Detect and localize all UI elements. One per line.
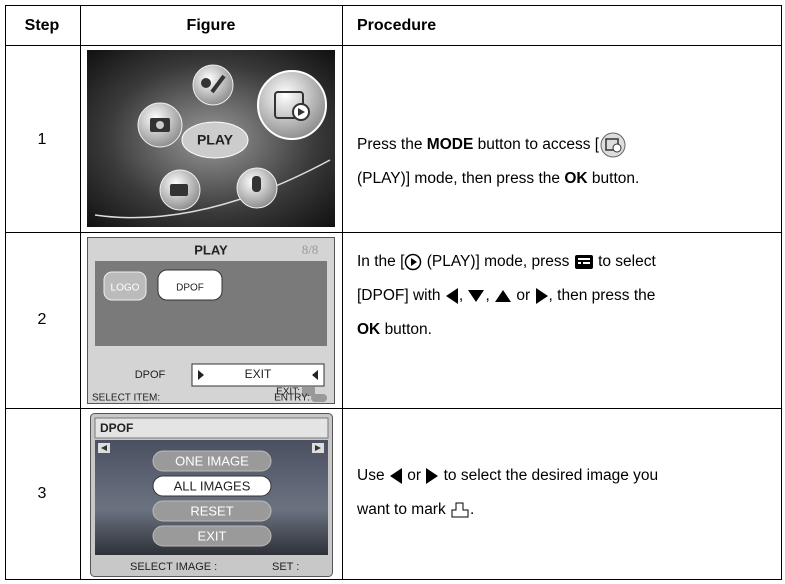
figure-text: EXIT: <box>276 387 300 398</box>
figure-mode-screen: PLAY <box>87 50 335 227</box>
option-pill <box>152 525 272 547</box>
figure-text: ALL IMAGES <box>174 478 251 493</box>
text: [DPOF] with <box>357 287 441 304</box>
text: , <box>485 287 490 304</box>
text: button. <box>591 170 640 187</box>
procedure-text: Use or to select the desired image you w… <box>357 459 777 527</box>
text: OK <box>564 170 588 187</box>
header-cell: Procedure <box>357 17 436 34</box>
step-number: 3 <box>38 485 47 502</box>
text: Use <box>357 467 385 484</box>
text: to select <box>598 253 656 270</box>
text: to select the desired image you <box>443 467 659 484</box>
figure-text: DPOF <box>100 421 133 435</box>
procedure-text: Press the MODE button to access [ (PLAY)… <box>357 128 777 196</box>
figure-text: DPOF <box>176 283 204 294</box>
figure-play-menu: PLAY 8/8 LOGO DPOF DPOF EXIT EXIT: SELEC… <box>87 237 335 404</box>
print-mark-icon <box>451 502 469 518</box>
step-number: 2 <box>38 311 47 328</box>
text: or <box>516 287 531 304</box>
figure-text: SELECT ITEM: <box>92 393 160 404</box>
text: want to mark <box>357 501 446 518</box>
right-arrow-icon <box>535 287 548 304</box>
up-arrow-icon <box>495 289 512 302</box>
figure-text: PLAY <box>194 242 228 257</box>
text: . <box>470 501 475 518</box>
step-number: 1 <box>38 131 47 148</box>
procedure-text: In the [ (PLAY)] mode, press to select [… <box>357 245 777 347</box>
play-icon <box>405 253 422 271</box>
figure-text: SET : <box>272 561 299 573</box>
figure-text: RESET <box>190 503 233 518</box>
figure-text: SELECT IMAGE : <box>130 561 217 573</box>
header-cell: Figure <box>187 17 236 34</box>
text: MODE <box>426 136 474 153</box>
text: button to access [ <box>477 136 600 153</box>
figure-text: LOGO <box>111 283 140 294</box>
text: (PLAY)] mode, then press the <box>357 170 561 187</box>
right-arrow-icon <box>426 467 439 484</box>
text: or <box>407 467 421 484</box>
text: OK <box>357 321 381 338</box>
figure-text: ENTRY: <box>274 393 310 404</box>
figure-label: PLAY <box>197 132 234 148</box>
text: Press the <box>357 136 423 153</box>
figure-text: ONE IMAGE <box>175 453 249 468</box>
figure-text: 8/8 <box>302 242 319 257</box>
play-mode-icon <box>600 132 626 158</box>
text: In the [ <box>357 253 405 270</box>
left-arrow-icon <box>445 287 458 304</box>
table-borders <box>5 5 782 580</box>
text: , <box>458 287 464 304</box>
left-arrow-icon <box>389 467 402 484</box>
text: button. <box>384 321 432 338</box>
text: (PLAY)] mode, press <box>426 253 570 270</box>
option-pill <box>152 450 272 472</box>
option-pill <box>152 475 272 497</box>
menu-button-icon <box>574 254 593 269</box>
option-pill <box>152 500 272 522</box>
figure-dpof-menu: DPOF ONE IMAGE ALL IMAGES RESET EXIT SELECT… <box>90 413 333 577</box>
figure-text: EXIT <box>245 367 272 381</box>
header-cell: Step <box>25 17 60 34</box>
figure-text: EXIT <box>198 528 227 543</box>
down-arrow-icon <box>468 289 485 302</box>
text: , then press the <box>548 287 656 304</box>
figure-text: DPOF <box>135 369 166 381</box>
